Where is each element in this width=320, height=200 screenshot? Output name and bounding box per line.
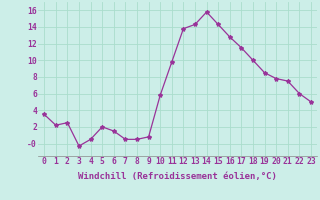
X-axis label: Windchill (Refroidissement éolien,°C): Windchill (Refroidissement éolien,°C) — [78, 172, 277, 181]
